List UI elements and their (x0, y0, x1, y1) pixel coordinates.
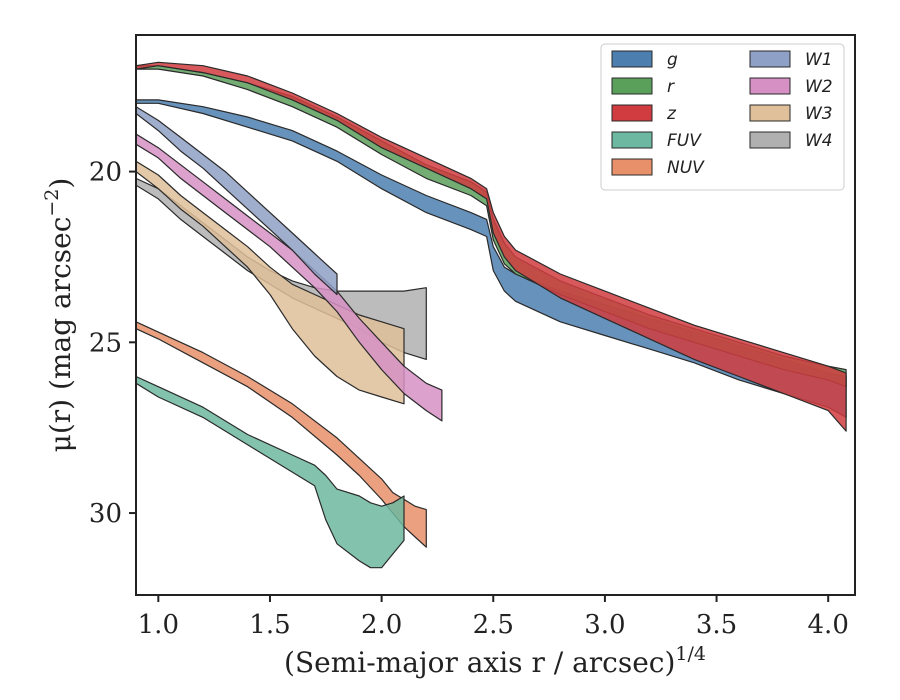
legend-label-fuv: FUV (667, 131, 702, 151)
x-tick-label: 3.5 (696, 610, 737, 640)
legend-label-g: g (667, 50, 678, 70)
legend-swatch-w4 (749, 131, 791, 149)
legend-swatch-z (611, 104, 653, 122)
legend-swatch-w3 (749, 104, 791, 122)
legend-swatch-g (611, 50, 653, 68)
band-fuv (136, 375, 405, 569)
legend-label-z: z (666, 104, 677, 124)
tick-layer: 1.0 1.5 2.0 2.5 3.0 3.5 4.0 20 25 30 (89, 158, 849, 640)
plot-frame (135, 34, 856, 596)
band-w2 (136, 133, 443, 422)
band-z (136, 61, 847, 432)
legend-label-w3: W3 (805, 104, 833, 124)
y-tick-label: 20 (89, 158, 122, 188)
x-tick-label: 2.5 (473, 610, 514, 640)
legend-label-r: r (667, 77, 675, 97)
x-tick-label: 4.0 (808, 610, 849, 640)
y-tick-label: 30 (89, 499, 122, 529)
x-tick-label: 1.5 (249, 610, 290, 640)
band-nuv (136, 321, 427, 548)
band-w3 (136, 160, 405, 405)
legend-label-w1: W1 (805, 50, 833, 70)
x-tick-label: 3.0 (584, 610, 625, 640)
y-tick-label: 25 (89, 328, 122, 358)
legend-swatch-w2 (749, 77, 791, 95)
legend-label-nuv: NUV (667, 158, 705, 178)
legend-swatch-fuv (611, 131, 653, 149)
x-axis-label: (Semi-major axis r / arcsec)1/4 (284, 643, 706, 679)
x-tick-label: 2.0 (361, 610, 402, 640)
y-axis-label: μ(r) (mag arcsec−2) (41, 178, 77, 453)
legend-label-w4: W4 (805, 131, 833, 151)
legend: grz FUV NUV W1 W2 W3 W4 (600, 43, 845, 191)
series-layer (136, 61, 847, 569)
band-w1 (136, 106, 338, 296)
legend-swatch-nuv (611, 158, 653, 176)
legend-label-w2: W2 (805, 77, 833, 97)
x-tick-label: 1.0 (138, 610, 179, 640)
legend-swatch-w1 (749, 50, 791, 68)
legend-swatch-r (611, 77, 653, 95)
